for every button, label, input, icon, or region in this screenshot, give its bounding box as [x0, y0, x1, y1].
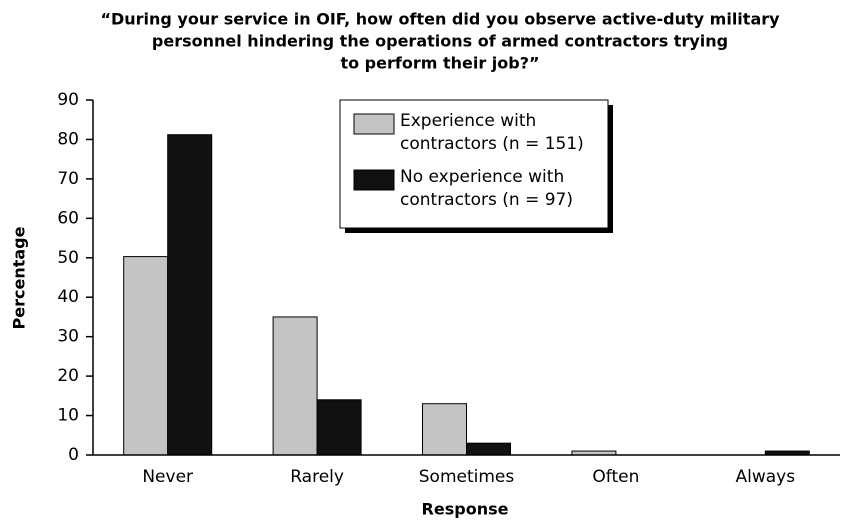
x-axis-label: Response: [422, 500, 509, 519]
y-tick-label: 50: [57, 248, 79, 268]
chart-title: to perform their job?”: [340, 54, 539, 73]
legend-label: Experience with contractors (n = 151): [400, 111, 584, 154]
y-tick-label: 30: [57, 327, 79, 347]
x-tick-label: Always: [736, 467, 796, 487]
chart-title: personnel hindering the operations of ar…: [152, 32, 728, 51]
y-tick-label: 20: [57, 366, 79, 386]
x-tick-label: Never: [142, 467, 193, 487]
legend-entry: No experience with contractors (n = 97): [400, 167, 573, 210]
y-tick-label: 40: [57, 287, 79, 307]
y-tick-label: 80: [57, 129, 79, 149]
legend-label: No experience with contractors (n = 97): [400, 167, 573, 210]
chart-title: “During your service in OIF, how often d…: [100, 10, 780, 29]
y-tick-label: 60: [57, 208, 79, 228]
legend-swatch: [353, 113, 395, 135]
legend: [339, 99, 609, 229]
bar: [466, 442, 511, 456]
legend-entry: Experience with contractors (n = 151): [400, 111, 584, 154]
legend-swatch: [353, 169, 395, 191]
bar: [272, 316, 318, 456]
y-tick-label: 10: [57, 406, 79, 426]
bar: [167, 134, 213, 456]
x-tick-label: Often: [592, 467, 639, 487]
x-tick-label: Sometimes: [419, 467, 515, 487]
y-tick-label: 90: [57, 90, 79, 110]
bar: [422, 403, 467, 456]
bar: [123, 256, 169, 456]
bar: [316, 399, 362, 456]
y-tick-label: 70: [57, 169, 79, 189]
x-tick-label: Rarely: [290, 467, 344, 487]
y-tick-label: 0: [68, 445, 79, 465]
y-axis-label: Percentage: [10, 226, 29, 329]
